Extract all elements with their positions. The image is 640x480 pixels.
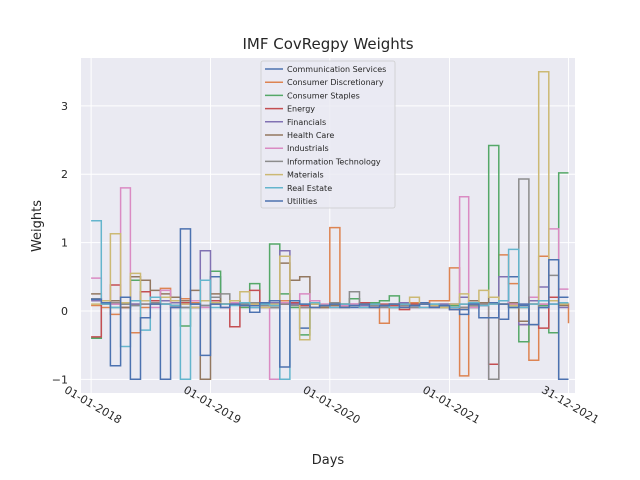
- legend-label-health-care: Health Care: [287, 131, 334, 140]
- legend-label-financials: Financials: [287, 118, 326, 127]
- legend: Communication Services Consumer Discretio…: [260, 60, 396, 209]
- legend-label-materials: Materials: [287, 171, 324, 180]
- legend-box: [260, 60, 396, 209]
- legend-label-real-estate: Real Estate: [287, 184, 332, 193]
- y-tick-label: 0: [61, 305, 68, 318]
- y-tick-labels: −1 0 1 2 3: [52, 100, 68, 386]
- y-tick-label: 1: [61, 237, 68, 250]
- legend-label-information-technology: Information Technology: [287, 157, 381, 166]
- y-tick-label: −1: [52, 373, 68, 386]
- x-axis-title: Days: [312, 453, 345, 468]
- y-tick-label: 3: [61, 100, 68, 113]
- legend-label-communication-services: Communication Services: [287, 65, 386, 74]
- series-layer: [91, 70, 570, 381]
- legend-label-consumer-staples: Consumer Staples: [287, 91, 360, 100]
- legend-label-energy: Energy: [287, 105, 315, 114]
- chart-title: IMF CovRegpy Weights: [242, 35, 413, 53]
- legend-label-utilities: Utilities: [287, 197, 317, 206]
- series-line-real-estate: [91, 219, 569, 381]
- legend-label-consumer-discretionary: Consumer Discretionary: [287, 78, 384, 87]
- y-axis-title: Weights: [30, 200, 45, 252]
- legend-label-industrials: Industrials: [287, 144, 329, 153]
- y-tick-label: 2: [61, 168, 68, 181]
- series-line-utilities: [91, 228, 569, 381]
